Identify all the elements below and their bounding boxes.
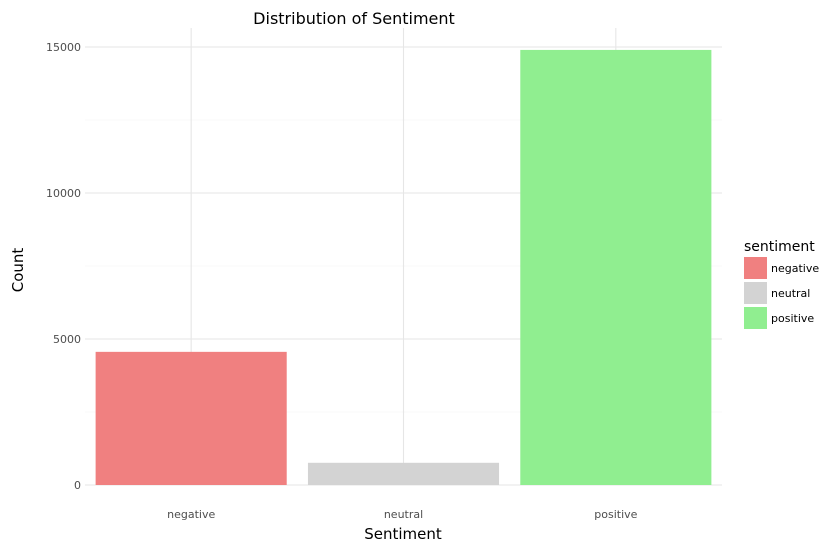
- y-tick-label: 5000: [53, 333, 81, 346]
- x-tick-label: positive: [594, 508, 637, 521]
- y-axis-title: Count: [9, 248, 27, 293]
- x-tick-label: negative: [167, 508, 215, 521]
- legend-label-negative: negative: [771, 262, 819, 275]
- y-tick-label: 0: [74, 479, 81, 492]
- y-tick-label: 15000: [46, 41, 81, 54]
- legend-title: sentiment: [744, 239, 815, 255]
- bar-positive: [520, 49, 712, 486]
- legend: sentiment negative neutral positive: [744, 239, 819, 329]
- legend-label-positive: positive: [771, 312, 814, 325]
- x-tick-labels: negative neutral positive: [167, 508, 638, 521]
- x-tick-label: neutral: [384, 508, 423, 521]
- y-tick-label: 10000: [46, 187, 81, 200]
- bar-negative: [95, 351, 287, 485]
- y-tick-labels: 0 5000 10000 15000: [46, 41, 81, 492]
- bars: [95, 49, 712, 486]
- legend-label-neutral: neutral: [771, 287, 810, 300]
- x-axis-title: Sentiment: [364, 525, 442, 543]
- chart-title: Distribution of Sentiment: [253, 9, 455, 28]
- legend-swatch-positive: [744, 307, 767, 329]
- bar-neutral: [307, 462, 500, 485]
- legend-swatch-negative: [744, 257, 767, 279]
- legend-swatch-neutral: [744, 282, 767, 304]
